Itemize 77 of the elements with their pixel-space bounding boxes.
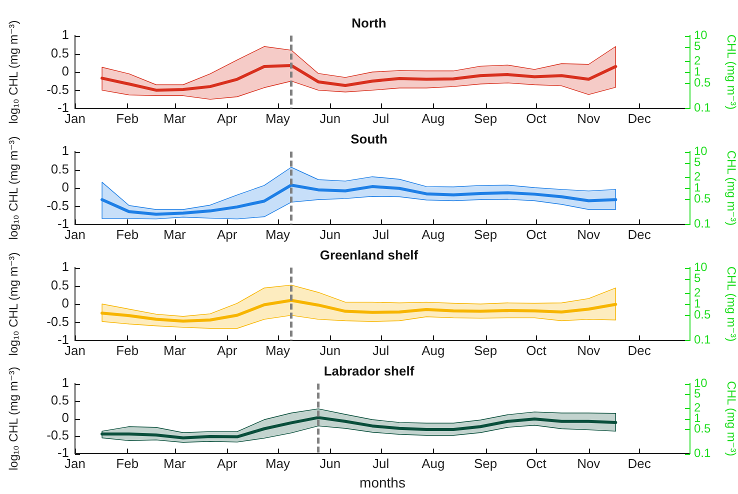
x-tick-label: May — [265, 110, 291, 126]
y-tick-label: 0 — [62, 296, 69, 311]
x-tick-label: Apr — [216, 456, 238, 471]
x-tick-label: Apr — [216, 342, 238, 358]
x-tick-label: Oct — [526, 110, 547, 126]
y-tick-label: 0 — [62, 180, 69, 195]
x-tick-label: Apr — [216, 110, 238, 126]
y2-tick-label: 0.1 — [694, 216, 712, 231]
y-tick-label: 1 — [62, 27, 69, 42]
y-tick-label: 0 — [62, 64, 69, 79]
x-tick-label: Dec — [628, 342, 652, 358]
x-tick-label: Oct — [526, 456, 547, 471]
chart-title: Labrador shelf — [324, 363, 415, 378]
y-axis-title: log₁₀ CHL (mg m⁻³) — [6, 136, 21, 240]
x-tick-label: Nov — [577, 110, 601, 126]
x-tick-label: Jul — [372, 342, 390, 358]
y2-axis-title: CHL (mg m⁻³) — [724, 266, 738, 342]
x-tick-label: Apr — [216, 226, 238, 242]
y-tick-label: 0.5 — [50, 277, 69, 292]
x-tick-label: Dec — [628, 226, 652, 242]
x-tick-label: Jun — [320, 456, 341, 471]
x-tick-label: Feb — [116, 456, 139, 471]
y-axis-title: log₁₀ CHL (mg m⁻³) — [6, 252, 21, 356]
x-tick-label: Dec — [628, 110, 652, 126]
x-tick-label: Jun — [320, 226, 341, 242]
x-tick-label: Mar — [163, 342, 187, 358]
x-tick-label: Aug — [422, 110, 445, 126]
x-tick-label: Aug — [422, 456, 445, 471]
y2-axis-title: CHL (mg m⁻³) — [724, 150, 738, 226]
x-tick-label: Nov — [577, 226, 601, 242]
x-tick-label: Jul — [372, 456, 390, 471]
chart-title: North — [352, 15, 386, 30]
y-tick-label: 1 — [62, 375, 69, 390]
x-tick-label: Feb — [116, 226, 139, 242]
x-tick-label: Jul — [372, 110, 390, 126]
y-axis-title: log₁₀ CHL (mg m⁻³) — [6, 366, 21, 470]
x-tick-label: May — [265, 226, 291, 242]
y-tick-label: -0.5 — [46, 428, 69, 443]
y-tick-label: 0.5 — [50, 392, 69, 408]
x-tick-label: Jun — [320, 342, 341, 358]
y-tick-label: -0.5 — [46, 314, 69, 329]
x-tick-label: Oct — [526, 226, 547, 242]
x-tick-label: Sep — [474, 110, 498, 126]
x-tick-label: Sep — [474, 456, 498, 471]
x-tick-label: Dec — [628, 456, 652, 471]
y-tick-label: 0 — [62, 410, 69, 426]
y-axis-title: log₁₀ CHL (mg m⁻³) — [6, 20, 21, 124]
y2-axis-title: CHL (mg m⁻³) — [724, 380, 738, 456]
x-tick-label: May — [265, 342, 291, 358]
x-tick-label: May — [265, 456, 291, 471]
x-tick-label: Nov — [577, 456, 601, 471]
y2-tick-label: 0.1 — [694, 446, 712, 460]
x-tick-label: Nov — [577, 342, 601, 358]
x-tick-label: Sep — [474, 342, 498, 358]
x-tick-label: Feb — [116, 110, 139, 126]
x-axis-title: months — [360, 474, 406, 490]
y2-axis-title: CHL (mg m⁻³) — [724, 34, 738, 110]
chart-title: Greenland shelf — [320, 247, 419, 262]
y2-tick-label: 0.1 — [694, 100, 712, 115]
x-tick-label: Jun — [320, 110, 341, 126]
x-tick-label: Jul — [372, 226, 390, 242]
x-tick-label: Mar — [163, 226, 187, 242]
x-tick-label: Oct — [526, 342, 547, 358]
y-tick-label: 0.5 — [50, 45, 69, 60]
y-tick-label: -0.5 — [46, 82, 69, 97]
y-tick-label: 0.5 — [50, 161, 69, 176]
x-tick-label: Aug — [422, 226, 445, 242]
x-tick-label: Mar — [163, 456, 187, 471]
x-tick-label: Mar — [163, 110, 187, 126]
x-tick-label: Sep — [474, 226, 498, 242]
y-tick-label: 1 — [62, 259, 69, 274]
y-tick-label: 1 — [62, 143, 69, 158]
x-tick-label: Feb — [116, 342, 139, 358]
y-tick-label: -0.5 — [46, 198, 69, 213]
y2-tick-label: 0.1 — [694, 332, 712, 347]
x-tick-label: Aug — [422, 342, 445, 358]
chart-title: South — [350, 131, 388, 146]
